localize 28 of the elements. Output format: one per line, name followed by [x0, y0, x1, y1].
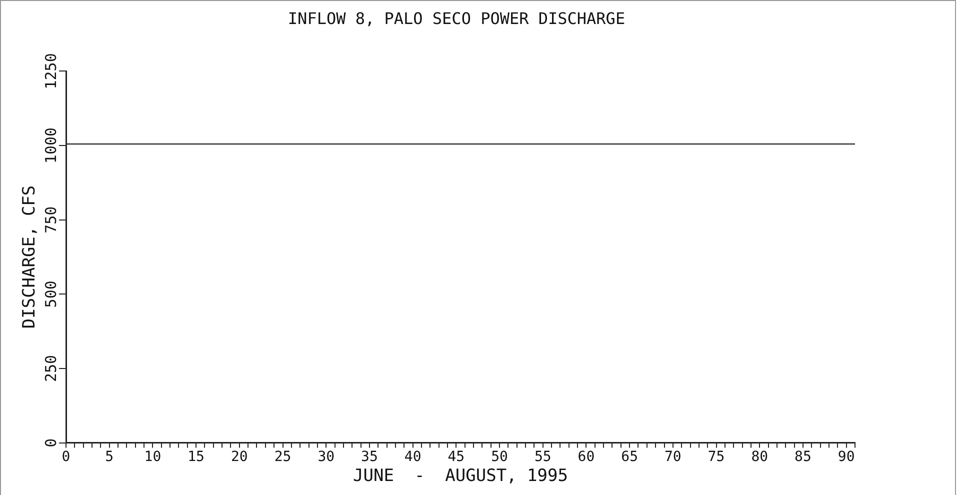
- x-tick-label: 75: [708, 448, 725, 465]
- x-tick-label: 15: [188, 448, 204, 465]
- x-tick-label: 55: [534, 448, 552, 465]
- x-tick-label: 80: [751, 448, 768, 465]
- y-tick-label: 1250: [42, 53, 60, 90]
- x-tick-label: 25: [274, 448, 292, 465]
- y-tick-label: 250: [42, 354, 60, 382]
- y-tick-label: 750: [42, 206, 60, 234]
- x-tick-label: 90: [838, 448, 855, 465]
- chart-title: INFLOW 8, PALO SECO POWER DISCHARGE: [288, 8, 626, 28]
- x-tick-label: 40: [404, 448, 422, 465]
- x-tick-label: 45: [448, 448, 465, 465]
- x-tick-label: 85: [794, 448, 812, 465]
- x-tick-label: 50: [491, 448, 508, 465]
- y-tick-label: 500: [42, 280, 60, 308]
- x-tick-label: 5: [105, 448, 114, 465]
- x-tick-label: 30: [318, 448, 335, 465]
- y-axis-title: DISCHARGE, CFS: [19, 185, 40, 329]
- x-tick-label: 20: [230, 448, 248, 465]
- x-tick-label: 35: [361, 448, 378, 465]
- x-tick-label: 65: [621, 448, 638, 465]
- y-tick-label: 1000: [42, 127, 60, 164]
- x-tick-label: 0: [62, 448, 70, 465]
- x-tick-label: 10: [144, 448, 162, 465]
- x-axis-title: JUNE - AUGUST, 1995: [353, 466, 568, 486]
- x-tick-label: 70: [664, 448, 682, 465]
- x-tick-label: 60: [578, 448, 595, 465]
- y-tick-label: 0: [42, 438, 60, 448]
